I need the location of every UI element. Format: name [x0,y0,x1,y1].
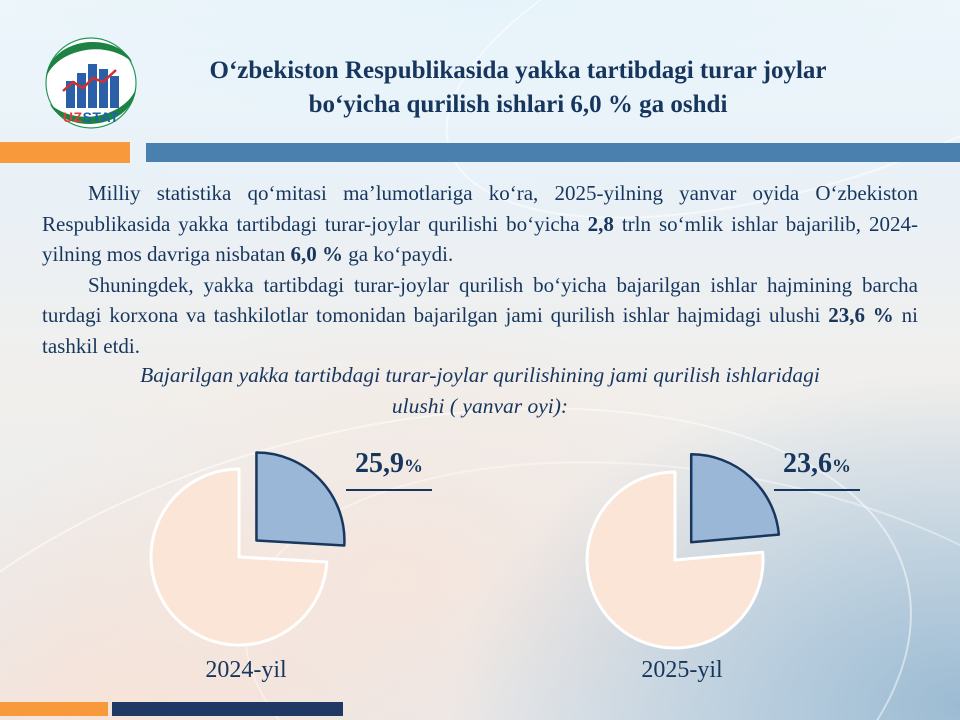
slide-title: O‘zbekiston Respublikasida yakka tartibd… [80,54,956,122]
data-label-percent-sign: % [832,456,851,477]
uzstat-logo: UZSTAT [45,37,137,129]
year-label-2025: 2025-yil [641,657,723,683]
logo-text: UZSTAT [63,109,119,125]
pie-chart-2024 [149,451,346,647]
pie-slice-individual-housing [255,451,346,547]
pie-chart-2025 [585,453,781,650]
data-label-2025: 23,6% [774,448,860,491]
data-label-percent-sign: % [404,456,423,477]
highlight-value: 2,8 [587,211,614,236]
logo-swoosh-bottom [50,88,136,124]
data-label-2024: 25,9% [346,448,432,491]
text-segment: Milliy statistika qo‘mitasi ma’lumotlari… [42,181,918,236]
highlight-value: 23,6 % [828,303,894,327]
text-segment: Shuningdek, yakka tartibdagi turar-joyla… [42,272,918,328]
footer-accent-bar-navy [112,702,343,716]
header-accent-bar-blue [146,143,960,162]
body-paragraph-1: Milliy statistika qo‘mitasi ma’lumotlari… [42,178,918,270]
body-paragraph-2: Shuningdek, yakka tartibdagi turar-joyla… [42,270,918,362]
logo-swoosh-top [46,42,132,78]
year-label-2024: 2024-yil [205,657,287,683]
text-segment: ga ko‘paydi. [342,242,454,266]
chart-section-title-line-2: ulushi ( yanvar oyi): [391,394,569,418]
footer-accent-bar-orange [0,702,108,716]
pie-slice-individual-housing [689,453,781,544]
pie-slice-other [149,467,329,647]
title-line-1: O‘zbekiston Respublikasida yakka tartibd… [209,57,827,84]
chart-section-title: Bajarilgan yakka tartibdagi turar-joylar… [40,360,920,422]
logo-trend-line [62,69,117,92]
pie-slice-other [585,470,765,650]
logo-bars [66,64,119,108]
text-segment: trln so‘mlik ishlar bajarilib, 2024-yiln… [42,211,919,267]
data-label-value: 23,6 [783,448,832,479]
chart-section-title-line-1: Bajarilgan yakka tartibdagi turar-joylar… [140,363,820,387]
title-line-2: bo‘yicha qurilish ishlari 6,0 % ga oshdi [308,91,728,118]
header-accent-bar-orange [0,142,130,163]
logo-text-uz: UZ [63,109,83,125]
data-label-value: 25,9 [355,448,404,479]
text-segment: ni tashkil etdi. [42,303,918,358]
highlight-value: 6,0 % [290,242,343,266]
body-text: Milliy statistika qo‘mitasi ma’lumotlari… [42,178,918,361]
logo-text-stat: STAT [83,109,119,125]
